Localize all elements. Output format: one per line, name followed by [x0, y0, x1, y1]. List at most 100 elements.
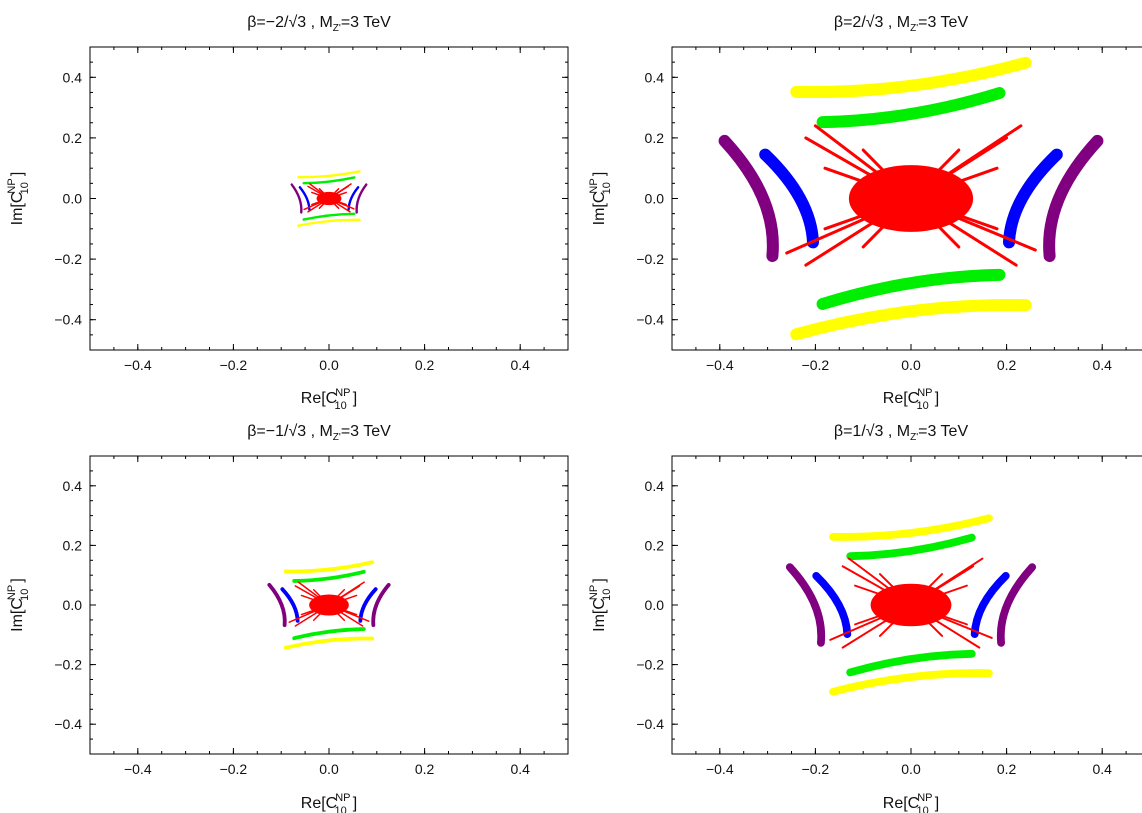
series-2-arc-2 [816, 268, 1006, 310]
ylabel-main: Im[C [591, 598, 608, 632]
series-1-arc-2 [297, 218, 361, 227]
star-spike-8 [910, 604, 981, 649]
title-subscript: Z' [333, 23, 341, 34]
ylabel-main: Im[C [591, 192, 608, 226]
series-4-arc-2 [718, 134, 779, 263]
xlabel-sup: NP [335, 792, 350, 804]
star-spike-9 [300, 594, 330, 606]
star-spike-1 [841, 565, 912, 606]
star-spike-16 [910, 604, 944, 637]
series-4-arc-2 [785, 563, 826, 647]
star-spike-12 [910, 604, 968, 626]
star-spike-6 [307, 197, 330, 213]
series-4 [290, 183, 368, 214]
series-4-arc-1 [1043, 134, 1104, 263]
star-spike-10 [328, 191, 347, 200]
series-5 [829, 557, 993, 649]
ylabel-sub: 10 [19, 589, 31, 601]
series-1-arc-1 [297, 170, 361, 179]
x-axis-label: Re[CNP 10] [301, 792, 357, 813]
star-spike-9 [823, 166, 913, 200]
title-tail: =3 TeV [918, 423, 968, 440]
series-4 [785, 563, 1037, 647]
ylabel-close: ] [591, 172, 608, 176]
xlabel-sup: NP [917, 792, 932, 804]
series-1-arc-2 [790, 298, 1032, 341]
series-1 [297, 170, 361, 227]
star-spike-9 [854, 584, 912, 606]
ylabel-main: Im[C [9, 192, 26, 226]
star-spike-13 [878, 573, 912, 606]
series-2-arc-2 [292, 627, 366, 641]
chart-panel-4: β=1/√3 , MZ'=3 TeV −0.4 −0.2 0.0 0.2 0.4 0.4 0.… [588, 423, 1142, 813]
x-axis-label: Re[CNP 10] [883, 387, 939, 412]
data-marks [785, 514, 1037, 696]
xlabel-sub: 10 [917, 805, 929, 813]
ylabel-sup: NP [588, 178, 600, 193]
star-spike-16 [909, 197, 961, 249]
ylabel-main: Im[C [9, 598, 26, 632]
chart-panel-3: β=−1/√3 , MZ'=3 TeV −0.4 −0.2 0.0 0.2 0.4 0.4 0… [6, 423, 569, 813]
series-3-arc-1 [970, 571, 1010, 639]
star-spike-14 [328, 588, 346, 606]
chart-panel-1: β=−2/√3 , MZ'=3 TeV −0.4 −0.2 0.0 0.2 0.4 0.4 0… [6, 14, 569, 412]
x-tick-label: 0.0 [319, 357, 339, 373]
ylabel-sup: NP [588, 585, 600, 600]
xlabel-sub: 10 [917, 400, 929, 412]
series-4-arc-1 [355, 183, 368, 214]
y-tick-label: 0.0 [63, 191, 83, 207]
star-spike-15 [878, 604, 912, 637]
x-tick-label: 0.4 [1092, 761, 1112, 777]
series-2 [816, 87, 1006, 310]
star-spike-14 [910, 573, 944, 606]
star-spike-6 [841, 604, 912, 649]
series-4 [718, 134, 1104, 263]
star-spike-11 [300, 604, 330, 616]
ylabel-close: ] [9, 172, 26, 176]
data-marks [718, 56, 1104, 341]
star-spike-10 [328, 594, 358, 606]
title-main: β=−2/√3 , M [247, 14, 333, 31]
star-spike-12 [909, 197, 999, 231]
star-spike-4 [910, 557, 984, 606]
y-tick-label: 0.4 [645, 478, 665, 494]
star-spike-5 [785, 197, 913, 255]
x-tick-label: 0.2 [415, 761, 435, 777]
star-spike-13 [318, 188, 330, 200]
title-tail: =3 TeV [918, 14, 968, 31]
x-tick-label: −0.4 [124, 357, 152, 373]
star-spike-1 [804, 136, 913, 200]
title-main: β=−1/√3 , M [247, 423, 333, 440]
ylabel-close: ] [9, 578, 26, 582]
y-tick-label: 0.2 [63, 537, 83, 553]
xlabel-main: Re[C [301, 390, 337, 407]
y-tick-label: −0.4 [636, 716, 664, 732]
ylabel-sub: 10 [601, 589, 613, 601]
star-spike-4 [328, 183, 352, 200]
x-axis-label: Re[CNP 10] [301, 387, 357, 412]
series-2-arc-2 [302, 212, 356, 221]
chart-title: β=1/√3 , MZ'=3 TeV [834, 423, 969, 443]
star-spike-10 [909, 166, 999, 200]
title-tail: =3 TeV [341, 14, 391, 31]
series-5 [288, 581, 370, 627]
star-spike-14 [328, 188, 340, 200]
series-3 [759, 148, 1063, 249]
x-tick-label: 0.0 [901, 761, 921, 777]
star-spike-8 [909, 197, 1018, 267]
ylabel-sup: NP [6, 585, 18, 600]
star-spike-13 [312, 588, 330, 606]
star-spike-12 [328, 197, 347, 206]
title-main: β=1/√3 , M [834, 423, 910, 440]
series-2 [846, 533, 976, 677]
star-spike-8 [328, 197, 351, 213]
ylabel-close: ] [591, 578, 608, 582]
chart-title: β=−1/√3 , MZ'=3 TeV [247, 423, 391, 443]
series-1 [283, 560, 375, 650]
x-axis-label: Re[CNP 10] [883, 792, 939, 813]
star-spike-11 [311, 197, 330, 206]
star-spike-15 [318, 197, 330, 209]
x-tick-label: −0.2 [220, 761, 248, 777]
series-2-arc-2 [846, 649, 976, 677]
